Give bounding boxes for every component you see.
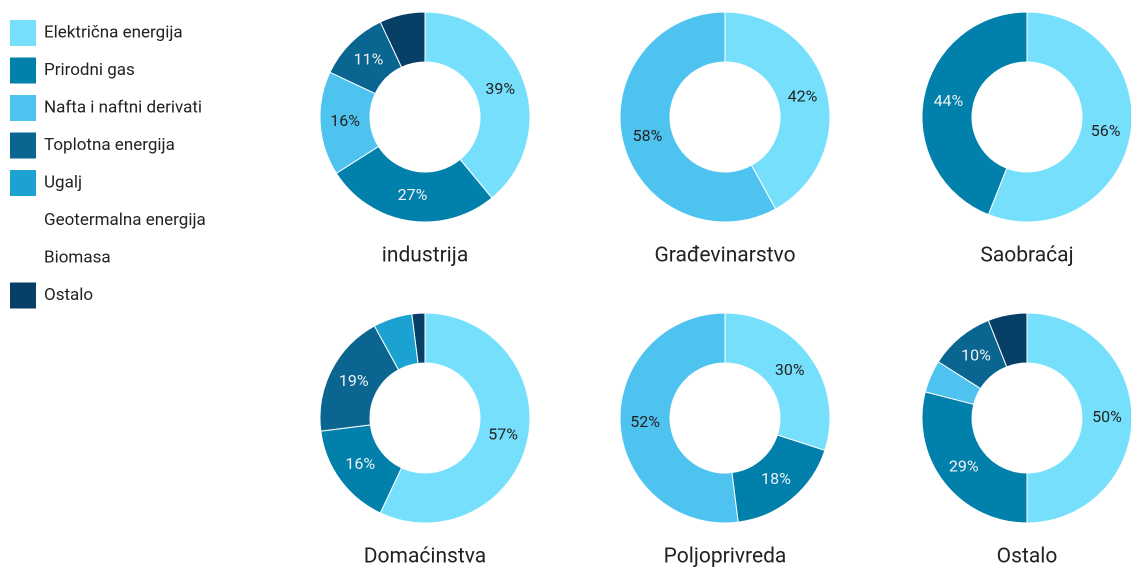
donut-slice: [619, 11, 777, 223]
legend-label: Ostalo: [44, 285, 93, 305]
donut-slice: [1026, 312, 1131, 524]
data-label: 29%: [949, 456, 979, 475]
donut-slice: [411, 312, 426, 364]
legend-swatch: [10, 57, 36, 84]
data-label: 18%: [761, 469, 791, 488]
data-label: 30%: [775, 360, 805, 379]
legend-label: Električna energija: [44, 22, 183, 42]
data-label: 27%: [398, 185, 428, 204]
data-label: 44%: [934, 91, 964, 110]
legend-label: Toplotna energija: [44, 135, 175, 155]
donut-slice: [987, 11, 1131, 223]
legend-swatch: [10, 132, 36, 159]
legend-label: Geotermalna energija: [44, 210, 206, 230]
chart-title: Ostalo: [997, 545, 1058, 569]
data-label: 10%: [961, 346, 991, 365]
chart-title: Saobraćaj: [980, 244, 1073, 268]
donut-slice: [921, 391, 1028, 524]
data-label: 56%: [1091, 121, 1121, 140]
chart-title: Poljoprivreda: [664, 545, 787, 569]
legend-label: Biomasa: [44, 247, 111, 267]
chart-title: industrija: [382, 244, 469, 268]
data-label: 58%: [633, 126, 663, 145]
donut-slice: [724, 11, 831, 210]
donut-slice: [619, 312, 739, 524]
legend-label: Nafta i naftni derivati: [44, 97, 202, 117]
data-label: 50%: [1092, 407, 1122, 426]
legend-swatch: [10, 20, 36, 46]
data-label: 39%: [485, 79, 515, 98]
data-label: 11%: [354, 50, 384, 69]
legend-swatch: [10, 95, 36, 121]
donut-slice: [335, 145, 493, 223]
legend-swatch: [10, 170, 36, 196]
donut-slice: [987, 312, 1028, 368]
chart-title: Građevinarstvo: [654, 244, 795, 268]
data-label: 42%: [788, 86, 818, 105]
legend-label: Ugalj: [44, 172, 82, 192]
donut-slice: [379, 11, 426, 68]
donut-slice: [379, 312, 531, 524]
data-label: 19%: [339, 371, 369, 390]
legend-label: Prirodni gas: [44, 60, 135, 80]
donut-slice: [724, 312, 831, 452]
data-label: 16%: [330, 111, 360, 130]
chart-title: Domaćinstva: [364, 545, 486, 569]
data-label: 16%: [345, 454, 375, 473]
data-label: 57%: [488, 425, 518, 444]
donut-slice: [424, 11, 531, 199]
legend-swatch: [10, 282, 36, 309]
data-label: 52%: [630, 412, 660, 431]
donut-slice: [921, 11, 1028, 216]
